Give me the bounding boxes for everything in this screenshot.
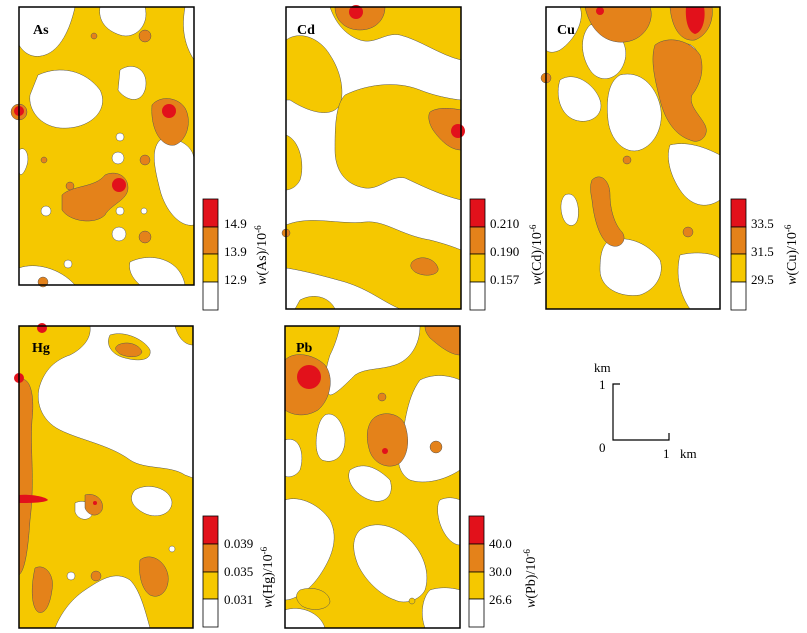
panel-pb-level3 xyxy=(297,365,388,454)
legend-cu-tick-2: 31.5 xyxy=(751,244,774,259)
panel-as-frame xyxy=(18,6,195,286)
legend-cu-tick-1: 33.5 xyxy=(751,216,774,231)
legend-cd-tick-1: 0.210 xyxy=(490,216,519,231)
legend-cu-unit: w(Cu)/10-6 xyxy=(783,224,800,285)
panel-hg: Hg xyxy=(14,323,194,629)
legend-hg-tick-2: 0.035 xyxy=(224,564,253,579)
legend-hg: 0.039 0.035 0.031 w(Hg)/10-6 xyxy=(202,515,276,628)
legend-cu-tick-3: 29.5 xyxy=(751,272,774,287)
panel-cd-level2 xyxy=(281,6,462,276)
legend-hg-tick-3: 0.031 xyxy=(224,592,253,607)
panel-cu: Cu xyxy=(540,6,721,310)
legend-cd-unit: w(Cd)/10-6 xyxy=(528,224,545,285)
scale-bar-unit-label: km xyxy=(594,360,611,375)
panel-cd: Cd xyxy=(281,5,465,310)
panel-cu-mid-zones xyxy=(540,6,713,247)
legend-pb-tick-2: 30.0 xyxy=(489,564,512,579)
panel-hg-low-islands xyxy=(66,486,176,581)
panel-cu-high-zones xyxy=(596,7,705,34)
legend-pb-unit: w(Pb)/10-6 xyxy=(522,549,539,608)
panel-pb-title: Pb xyxy=(296,341,313,356)
panel-pb-yellow-islands xyxy=(296,588,416,610)
legend-as: 14.9 13.9 12.9 w(As)/10-6 xyxy=(202,198,270,311)
legend-cu: 33.5 31.5 29.5 w(Cu)/10-6 xyxy=(730,198,800,311)
panel-as-low-zones xyxy=(18,6,195,286)
scale-bar-x-unit: km xyxy=(680,446,697,461)
legend-pb-tick-3: 26.6 xyxy=(489,592,512,607)
legend-as-unit: w(As)/10-6 xyxy=(253,225,270,285)
panel-as-high-zones xyxy=(14,104,176,192)
panel-pb-low-zones xyxy=(284,325,461,629)
legend-cd: 0.210 0.190 0.157 w(Cd)/10-6 xyxy=(469,198,545,311)
panel-cd-level1 xyxy=(285,6,462,310)
panel-hg-title: Hg xyxy=(32,341,50,356)
panel-cu-frame xyxy=(545,6,721,310)
panel-cu-title: Cu xyxy=(557,23,575,38)
legend-as-tick-2: 13.9 xyxy=(224,244,247,259)
legend-cd-tick-2: 0.190 xyxy=(490,244,519,259)
scale-bar-x-tick: 1 xyxy=(663,446,670,461)
panel-hg-frame xyxy=(18,325,194,629)
legend-pb: 40.0 30.0 26.6 w(Pb)/10-6 xyxy=(468,515,539,628)
scale-bar-axes xyxy=(612,383,670,441)
legend-hg-tick-1: 0.039 xyxy=(224,536,253,551)
panel-hg-level2 xyxy=(18,342,169,613)
scale-bar: km 1 0 1 km xyxy=(594,360,697,461)
scale-bar-y-tick: 1 xyxy=(599,377,606,392)
panel-cd-title: Cd xyxy=(297,23,315,38)
panel-as-title: As xyxy=(33,23,49,38)
panel-cd-frame xyxy=(285,6,462,310)
legend-as-tick-3: 12.9 xyxy=(224,272,247,287)
panel-pb-frame xyxy=(284,325,461,629)
panel-pb: Pb xyxy=(284,325,461,629)
panel-as: As xyxy=(10,6,195,288)
legend-cd-tick-3: 0.157 xyxy=(490,272,520,287)
legend-as-tick-1: 14.9 xyxy=(224,216,247,231)
legend-hg-unit: w(Hg)/10-6 xyxy=(259,546,276,608)
scale-bar-origin: 0 xyxy=(599,440,606,455)
panel-pb-level2 xyxy=(284,325,461,467)
legend-pb-tick-1: 40.0 xyxy=(489,536,512,551)
panel-as-mid-zones xyxy=(10,29,189,288)
